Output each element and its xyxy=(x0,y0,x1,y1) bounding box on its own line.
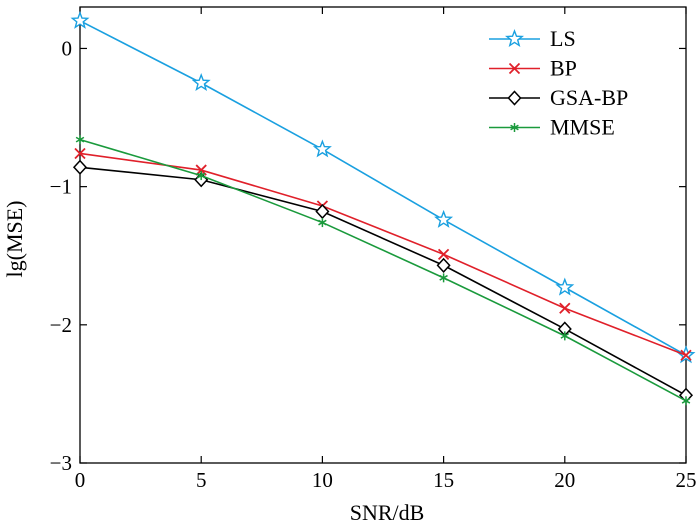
x-marker-stroke xyxy=(437,248,450,260)
asterisk-marker xyxy=(196,171,206,181)
x-marker-stroke xyxy=(559,302,571,314)
star-marker xyxy=(70,10,90,29)
legend-label: GSA-BP xyxy=(550,85,628,110)
y-tick-label: −1 xyxy=(50,175,72,199)
plot-area xyxy=(79,6,687,464)
series-line xyxy=(79,138,687,402)
x-marker xyxy=(508,62,521,75)
asterisk-marker-stroke xyxy=(510,124,519,131)
x-marker-stroke xyxy=(74,147,86,160)
x-marker-stroke xyxy=(508,62,521,75)
series-gsa-bp xyxy=(72,159,694,403)
series-line xyxy=(79,152,687,356)
x-marker xyxy=(74,147,86,160)
y-axis-label: lg(MSE) xyxy=(2,201,27,278)
asterisk-marker xyxy=(510,123,519,132)
legend-label: MMSE xyxy=(550,115,615,140)
asterisk-marker-stroke xyxy=(75,136,85,143)
asterisk-marker-stroke xyxy=(318,219,327,226)
star-marker xyxy=(434,209,454,228)
asterisk-marker xyxy=(439,273,448,283)
series-line xyxy=(79,166,687,396)
asterisk-marker-stroke xyxy=(196,172,206,179)
plot-frame xyxy=(79,6,687,464)
asterisk-marker-stroke xyxy=(439,274,448,281)
x-tick-label: 0 xyxy=(75,468,86,492)
x-tick-label: 10 xyxy=(312,468,333,492)
star-marker xyxy=(505,29,524,48)
legend-label: LS xyxy=(550,26,576,51)
series-bp xyxy=(74,147,692,361)
x-marker xyxy=(437,248,450,260)
series-layer xyxy=(70,10,696,406)
asterisk-marker xyxy=(75,135,85,145)
x-marker xyxy=(680,349,692,361)
asterisk-marker-stroke xyxy=(681,397,691,404)
y-tick-label: −3 xyxy=(50,451,72,475)
asterisk-marker xyxy=(681,396,691,406)
x-marker-stroke xyxy=(680,349,692,361)
diamond-marker xyxy=(72,159,88,175)
series-mmse xyxy=(75,135,691,406)
x-axis-label: SNR/dB xyxy=(350,500,425,525)
legend-entry: GSA-BP xyxy=(489,85,628,110)
star-marker xyxy=(555,277,575,296)
asterisk-marker-stroke xyxy=(560,332,570,339)
asterisk-marker xyxy=(560,331,570,341)
star-marker xyxy=(191,73,211,92)
y-tick-label: −2 xyxy=(50,313,72,337)
legend: LS BP GSA-BP MMSE xyxy=(489,26,628,140)
series-ls xyxy=(70,10,696,364)
y-axis-ticks: 0 −1 −2 −3 xyxy=(50,36,686,475)
diamond-marker xyxy=(436,257,451,274)
star-marker xyxy=(312,139,332,158)
diamond-marker xyxy=(315,203,330,220)
x-tick-label: 25 xyxy=(676,468,697,492)
x-tick-label: 5 xyxy=(196,468,207,492)
asterisk-marker xyxy=(318,218,327,228)
y-tick-label: 0 xyxy=(62,36,73,60)
legend-entry: MMSE xyxy=(489,115,615,140)
x-axis-ticks: 0 5 10 15 20 25 xyxy=(75,7,697,492)
x-tick-label: 20 xyxy=(554,468,575,492)
x-marker xyxy=(559,302,571,314)
diamond-marker xyxy=(507,90,522,106)
legend-entry: BP xyxy=(489,56,577,81)
series-line xyxy=(79,20,687,356)
x-tick-label: 15 xyxy=(433,468,454,492)
legend-label: BP xyxy=(550,56,577,81)
legend-entry: LS xyxy=(489,26,576,51)
